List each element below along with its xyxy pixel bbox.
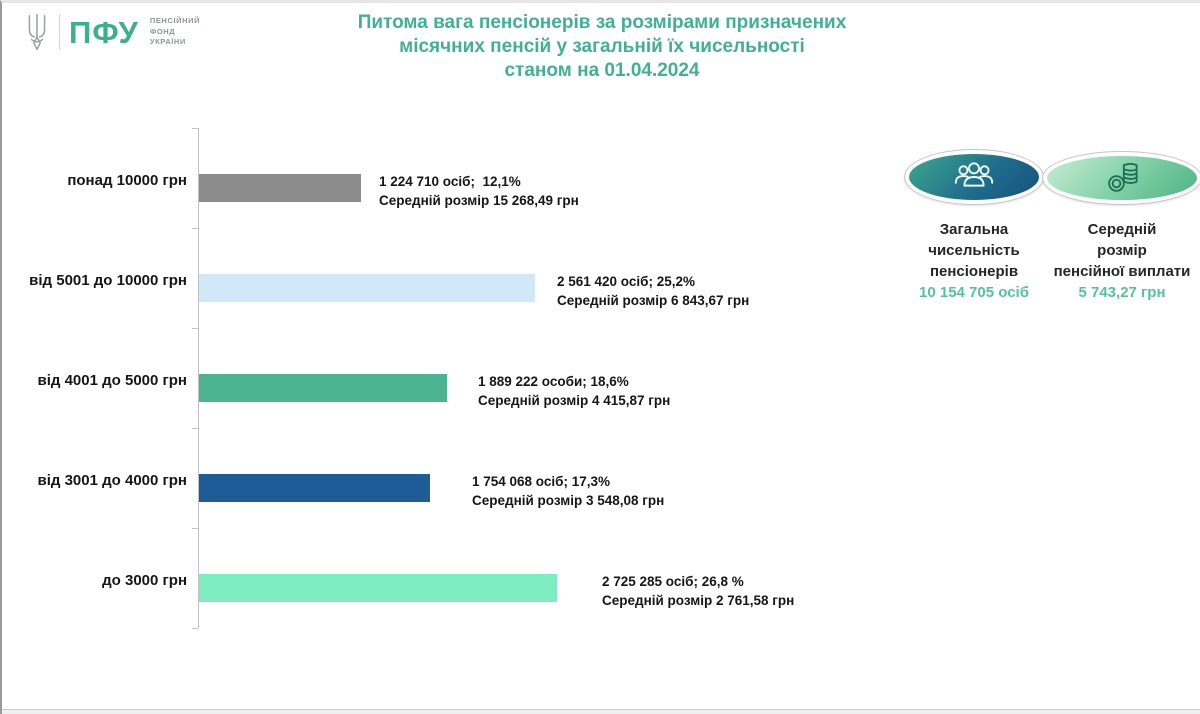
count-percent-label: 1 889 222 особи; 18,6% xyxy=(478,374,629,389)
avg-size-label: Середній розмір 4 415,87 грн xyxy=(478,393,671,408)
bar-segment[interactable] xyxy=(199,274,535,302)
stat-caption: Середній розмір пенсійної виплати xyxy=(1053,221,1191,280)
avg-size-label: Середній розмір 3 548,08 грн xyxy=(472,493,665,508)
coins-stack-icon xyxy=(1047,156,1197,200)
category-label: від 4001 до 5000 грн xyxy=(37,372,187,389)
avg-size-label: Середній розмір 2 761,58 грн xyxy=(602,593,795,608)
bar-segment[interactable] xyxy=(199,474,430,502)
chart-row: від 4001 до 5000 грн 1 889 222 особи; 18… xyxy=(2,328,902,428)
bar-segment[interactable] xyxy=(199,574,557,602)
stat-caption: Загальна чисельність пенсіонерів xyxy=(928,221,1020,280)
axis-tick xyxy=(192,528,198,529)
chart-row: від 3001 до 4000 грн 1 754 068 осіб; 17,… xyxy=(2,428,902,528)
axis-tick xyxy=(192,428,198,429)
stat-total-pensioners: Загальна чисельність пенсіонерів 10 154 … xyxy=(904,149,1044,301)
y-axis-line xyxy=(198,128,199,628)
axis-tick xyxy=(192,628,198,629)
bar-data-label: 2 725 285 осіб; 26,8 % Середній розмір 2… xyxy=(602,572,794,610)
bar-data-label: 1 224 710 осіб; 12,1% Середній розмір 15… xyxy=(379,172,579,210)
count-percent-label: 2 725 285 осіб; 26,8 % xyxy=(602,574,744,589)
category-label: понад 10000 грн xyxy=(67,172,187,189)
category-label: від 5001 до 10000 грн xyxy=(29,272,187,289)
people-group-icon xyxy=(909,154,1039,200)
bottom-border xyxy=(2,709,1200,714)
stat-circle xyxy=(1042,151,1200,205)
bar-data-label: 1 889 222 особи; 18,6% Середній розмір 4… xyxy=(478,372,670,410)
count-percent-label: 1 754 068 осіб; 17,3% xyxy=(472,474,610,489)
count-percent-label: 1 224 710 осіб; 12,1% xyxy=(379,174,521,189)
avg-size-label: Середній розмір 15 268,49 грн xyxy=(379,193,579,208)
axis-tick xyxy=(192,328,198,329)
pfu-abbreviation: ПФУ xyxy=(69,14,139,50)
stat-average-payment: Середній розмір пенсійної виплати 5 743,… xyxy=(1042,151,1200,301)
stat-value: 10 154 705 осіб xyxy=(919,284,1029,301)
chart-row: від 5001 до 10000 грн 2 561 420 осіб; 25… xyxy=(2,228,902,328)
category-label: від 3001 до 4000 грн xyxy=(37,472,187,489)
chart-row: понад 10000 грн 1 224 710 осіб; 12,1% Се… xyxy=(2,128,902,228)
page-title: Питома вага пенсіонерів за розмірами при… xyxy=(357,12,847,81)
axis-tick xyxy=(192,228,198,229)
count-percent-label: 2 561 420 осіб; 25,2% xyxy=(557,274,695,289)
pfu-org-name: ПЕНСІЙНИЙ ФОНД УКРАЇНИ xyxy=(149,15,201,47)
bar-segment[interactable] xyxy=(199,174,361,202)
bar-segment[interactable] xyxy=(199,374,447,402)
stat-circle xyxy=(904,149,1044,205)
stat-value: 5 743,27 грн xyxy=(1078,284,1166,301)
bar-data-label: 1 754 068 осіб; 17,3% Середній розмір 3 … xyxy=(472,472,664,510)
category-label: до 3000 грн xyxy=(102,572,187,589)
logo-divider xyxy=(59,14,60,50)
bar-chart: понад 10000 грн 1 224 710 осіб; 12,1% Се… xyxy=(2,128,902,629)
ukraine-trident-icon xyxy=(24,13,50,51)
bar-data-label: 2 561 420 осіб; 25,2% Середній розмір 6 … xyxy=(557,272,749,310)
pfu-logo: ПФУ ПЕНСІЙНИЙ ФОНД УКРАЇНИ xyxy=(24,13,200,51)
avg-size-label: Середній розмір 6 843,67 грн xyxy=(557,293,750,308)
chart-row: до 3000 грн 2 725 285 осіб; 26,8 % Серед… xyxy=(2,528,902,628)
axis-tick xyxy=(192,128,198,129)
